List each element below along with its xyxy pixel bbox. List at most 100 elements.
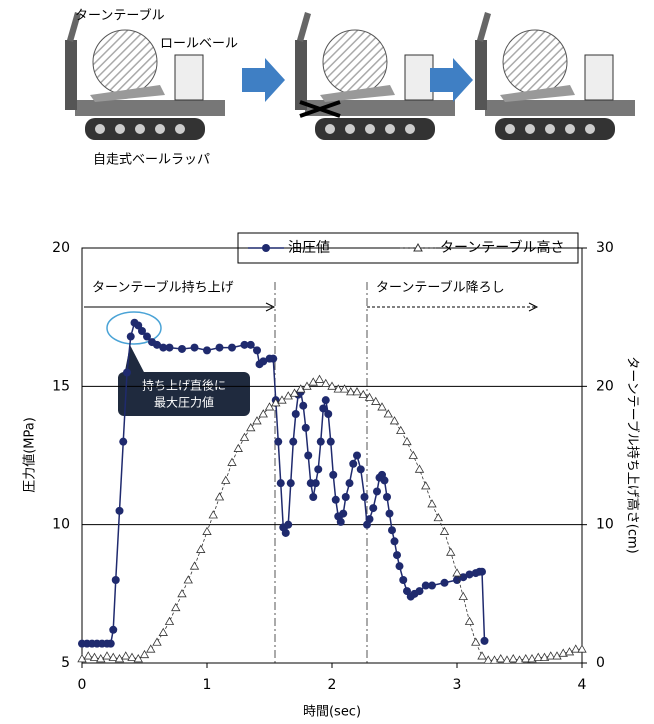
- callout-box: [118, 372, 250, 416]
- legend-marker: [413, 242, 423, 252]
- legend-marker: [262, 244, 270, 252]
- point: [327, 381, 337, 390]
- point: [331, 495, 340, 504]
- label: 自走式ベールラッパ: [93, 153, 210, 168]
- point: [215, 343, 224, 352]
- point: [408, 450, 418, 459]
- point: [465, 570, 474, 579]
- point: [477, 651, 487, 660]
- point: [221, 475, 231, 484]
- y2-tick-label: 0: [596, 655, 605, 671]
- point: [383, 493, 391, 501]
- point: [314, 374, 325, 383]
- point: [143, 332, 151, 341]
- point: [577, 644, 587, 653]
- point: [178, 344, 186, 353]
- point: [158, 627, 168, 636]
- illustration: ターンテーブル ロールベール 自走式ベールラッパ: [64, 8, 636, 168]
- point: [283, 391, 293, 400]
- arrow: [430, 58, 473, 102]
- point: [373, 487, 381, 496]
- point: [321, 378, 331, 387]
- arrow: [242, 58, 285, 102]
- point: [289, 388, 300, 397]
- point: [208, 510, 218, 519]
- y-tick-label: 5: [61, 655, 70, 671]
- point: [171, 602, 181, 612]
- point: [258, 409, 268, 418]
- point: [393, 551, 401, 560]
- point: [552, 651, 562, 660]
- point: [421, 581, 430, 590]
- point: [459, 573, 468, 582]
- y-tick-label: 10: [52, 517, 70, 533]
- point: [269, 354, 278, 363]
- point: [296, 384, 306, 393]
- point: [390, 537, 399, 546]
- point: [319, 404, 328, 413]
- point: [321, 396, 330, 405]
- point: [371, 396, 381, 405]
- point: [471, 637, 481, 646]
- point: [446, 547, 456, 556]
- point: [339, 384, 350, 393]
- point: [301, 423, 310, 432]
- point: [253, 346, 261, 355]
- point: [277, 395, 287, 404]
- point: [89, 652, 100, 661]
- point: [571, 644, 581, 653]
- point: [153, 340, 161, 349]
- point: [464, 616, 475, 625]
- y2-tick-label: 20: [596, 378, 614, 394]
- point: [314, 465, 323, 474]
- machine: [64, 11, 226, 141]
- callout-text: 最大圧力値: [154, 395, 214, 410]
- point: [478, 567, 486, 576]
- point: [289, 437, 298, 446]
- point: [274, 437, 283, 446]
- point: [414, 464, 425, 473]
- point: [146, 644, 156, 653]
- point: [496, 654, 506, 663]
- point: [126, 332, 135, 341]
- point: [286, 479, 295, 488]
- point: [345, 479, 354, 488]
- point: [214, 492, 225, 501]
- point: [396, 425, 406, 434]
- y-tick-label: 20: [52, 240, 70, 256]
- label: ロールベール: [160, 37, 238, 52]
- point: [521, 654, 531, 663]
- point: [302, 381, 312, 390]
- point: [399, 576, 408, 584]
- series-line: [81, 378, 582, 661]
- arrow-head: [528, 302, 539, 312]
- point: [152, 637, 162, 646]
- point: [421, 481, 431, 490]
- point: [309, 493, 318, 501]
- x-tick-label: 4: [578, 677, 587, 693]
- point: [358, 389, 368, 399]
- point: [452, 568, 462, 577]
- point: [119, 437, 128, 446]
- point: [428, 581, 436, 590]
- point: [388, 526, 396, 535]
- point: [114, 654, 125, 663]
- point: [346, 387, 356, 396]
- point: [427, 499, 437, 508]
- label: ターンテーブル: [75, 8, 165, 24]
- machine: [474, 11, 636, 141]
- y2-axis-label: ターンテーブル持ち上げ高さ(cm): [625, 356, 641, 554]
- point: [284, 520, 293, 529]
- highlight: [106, 311, 162, 345]
- point: [190, 343, 199, 352]
- annotation: ターンテーブル降ろし: [376, 280, 505, 296]
- point: [139, 649, 150, 659]
- y2-tick-label: 10: [596, 517, 614, 533]
- point: [402, 436, 412, 446]
- x-axis-label: 時間(sec): [303, 705, 361, 720]
- point: [308, 377, 318, 386]
- point: [483, 655, 493, 664]
- point: [415, 587, 424, 596]
- point: [389, 416, 400, 425]
